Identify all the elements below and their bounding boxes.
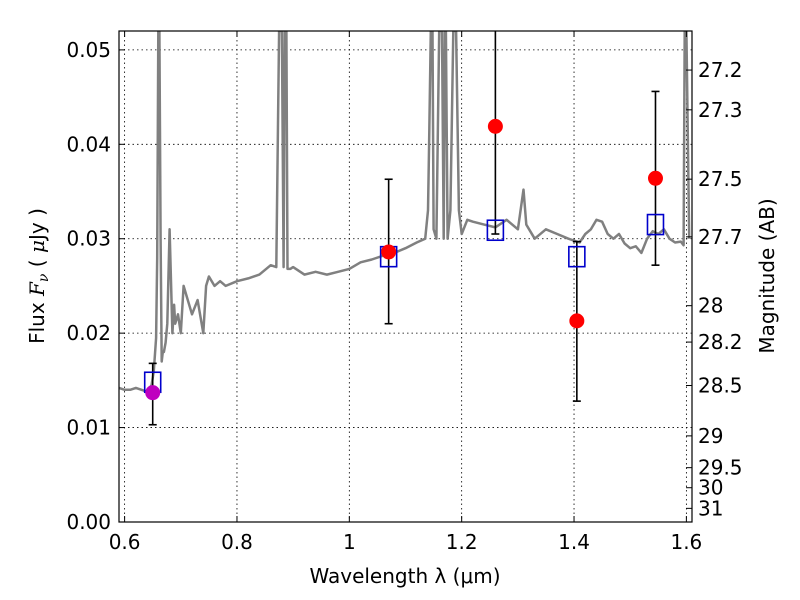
magnitude-tick-label: 29 — [698, 424, 723, 448]
observed-point — [569, 313, 585, 329]
plot-background — [119, 31, 692, 522]
x-tick-label: 1.6 — [670, 530, 702, 554]
y-tick-label: 0.04 — [66, 132, 111, 156]
y-tick-label: 0.05 — [66, 38, 111, 62]
magnitude-tick-label: 28.2 — [698, 330, 743, 354]
magnitude-tick-label: 28 — [698, 294, 723, 318]
model-box-marker — [646, 213, 665, 236]
x-tick-label: 1 — [343, 530, 356, 554]
magnitude-tick-label: 30 — [698, 476, 723, 500]
magnitude-tick-label: 27.2 — [698, 58, 743, 82]
y-tick-labels: 0.00 0.01 0.02 0.03 0.04 0.05 — [66, 38, 111, 534]
observed-point — [487, 118, 503, 134]
observed-point-layer — [145, 118, 663, 401]
x-axis-label: Wavelength λ (μm) — [309, 564, 500, 588]
ticks — [119, 31, 692, 523]
sed-series-layer — [119, 31, 691, 393]
model-box-marker — [568, 245, 586, 268]
y-axis-label: Flux Fν ( μJy ) — [25, 208, 52, 344]
y-tick-label: 0.02 — [66, 321, 111, 345]
observed-point — [381, 244, 397, 260]
magnitude-tick-label: 28.5 — [698, 374, 743, 398]
x-tick-label: 1.4 — [558, 530, 590, 554]
plot-frame — [118, 30, 693, 523]
sed-model-line — [119, 31, 691, 393]
magnitude-tick-label: 27.3 — [698, 98, 743, 122]
magnitude-tick-label: 29.5 — [698, 456, 743, 480]
y-tick-label: 0.01 — [66, 416, 111, 440]
magnitude-tick-label: 27.7 — [698, 225, 743, 249]
observed-point — [647, 170, 663, 186]
magnitude-tick-label: 31 — [698, 496, 723, 520]
model-box-marker — [486, 219, 505, 242]
x-tick-label: 0.8 — [221, 530, 253, 554]
x-tick-labels: 0.6 0.8 1 1.2 1.4 1.6 — [109, 530, 703, 554]
y-tick-label: 0.03 — [66, 227, 111, 251]
x-tick-label: 1.2 — [446, 530, 478, 554]
magnitude-tick-label: 27.5 — [698, 167, 743, 191]
observed-point — [145, 385, 161, 401]
y-tick-label: 0.00 — [66, 510, 111, 534]
x-tick-label: 0.6 — [109, 530, 141, 554]
right-axis-label: Magnitude (AB) — [755, 198, 779, 353]
